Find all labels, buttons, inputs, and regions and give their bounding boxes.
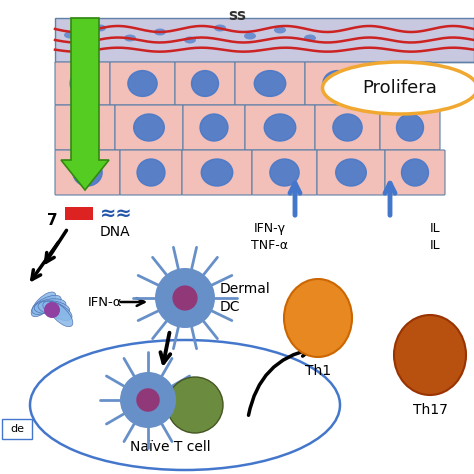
- Ellipse shape: [128, 71, 157, 96]
- FancyBboxPatch shape: [317, 150, 385, 195]
- FancyBboxPatch shape: [305, 62, 370, 105]
- Circle shape: [173, 285, 198, 310]
- Ellipse shape: [124, 35, 136, 42]
- Ellipse shape: [323, 71, 352, 96]
- Ellipse shape: [264, 114, 296, 141]
- Text: Th1: Th1: [305, 364, 331, 378]
- Ellipse shape: [401, 159, 428, 186]
- Ellipse shape: [200, 114, 228, 141]
- Ellipse shape: [333, 114, 362, 141]
- FancyArrow shape: [61, 18, 109, 190]
- Ellipse shape: [38, 301, 70, 316]
- Ellipse shape: [48, 302, 73, 327]
- Ellipse shape: [43, 301, 72, 320]
- Ellipse shape: [201, 159, 233, 186]
- Ellipse shape: [134, 114, 164, 141]
- FancyBboxPatch shape: [315, 105, 380, 150]
- Ellipse shape: [387, 71, 415, 96]
- Text: IFN-γ
TNF-α: IFN-γ TNF-α: [252, 222, 289, 252]
- FancyBboxPatch shape: [2, 419, 32, 439]
- Ellipse shape: [322, 62, 474, 114]
- Ellipse shape: [64, 31, 76, 38]
- Ellipse shape: [254, 71, 286, 96]
- Ellipse shape: [184, 36, 196, 44]
- Ellipse shape: [73, 159, 102, 186]
- FancyBboxPatch shape: [120, 150, 182, 195]
- Circle shape: [155, 268, 215, 328]
- Ellipse shape: [284, 279, 352, 357]
- Text: IL
IL: IL IL: [430, 222, 441, 252]
- Text: Th17: Th17: [412, 403, 447, 417]
- FancyBboxPatch shape: [380, 105, 440, 150]
- Ellipse shape: [32, 295, 61, 314]
- FancyBboxPatch shape: [65, 207, 93, 220]
- Ellipse shape: [394, 315, 466, 395]
- Ellipse shape: [137, 159, 165, 186]
- FancyBboxPatch shape: [245, 105, 315, 150]
- Ellipse shape: [191, 71, 219, 96]
- Ellipse shape: [274, 27, 286, 34]
- Ellipse shape: [34, 299, 66, 313]
- FancyBboxPatch shape: [55, 150, 120, 195]
- Ellipse shape: [304, 35, 316, 42]
- Ellipse shape: [70, 71, 95, 96]
- FancyBboxPatch shape: [115, 105, 183, 150]
- Ellipse shape: [31, 292, 56, 317]
- FancyBboxPatch shape: [55, 105, 115, 150]
- Text: ss: ss: [228, 8, 246, 23]
- Ellipse shape: [154, 28, 166, 36]
- FancyBboxPatch shape: [370, 62, 432, 105]
- FancyBboxPatch shape: [55, 62, 110, 105]
- Circle shape: [167, 377, 223, 433]
- FancyBboxPatch shape: [235, 62, 305, 105]
- Ellipse shape: [94, 25, 106, 31]
- Ellipse shape: [270, 159, 299, 186]
- Ellipse shape: [72, 114, 99, 141]
- FancyBboxPatch shape: [55, 18, 474, 62]
- FancyBboxPatch shape: [252, 150, 317, 195]
- Text: ≈≈: ≈≈: [100, 203, 133, 222]
- FancyBboxPatch shape: [183, 105, 245, 150]
- Text: 7: 7: [47, 213, 58, 228]
- Text: de: de: [10, 424, 24, 434]
- Circle shape: [44, 302, 60, 318]
- FancyBboxPatch shape: [385, 150, 445, 195]
- FancyBboxPatch shape: [182, 150, 252, 195]
- FancyBboxPatch shape: [110, 62, 175, 105]
- FancyBboxPatch shape: [175, 62, 235, 105]
- Circle shape: [136, 388, 160, 412]
- Ellipse shape: [214, 25, 226, 31]
- Text: IFN-α: IFN-α: [88, 295, 122, 309]
- Ellipse shape: [396, 114, 423, 141]
- Text: Dermal
DC: Dermal DC: [220, 283, 271, 314]
- Text: Prolifera: Prolifera: [363, 79, 438, 97]
- Ellipse shape: [336, 159, 366, 186]
- Ellipse shape: [244, 33, 256, 39]
- Circle shape: [120, 372, 176, 428]
- Text: DNA: DNA: [100, 225, 131, 239]
- Text: Naïve T cell: Naïve T cell: [130, 440, 210, 454]
